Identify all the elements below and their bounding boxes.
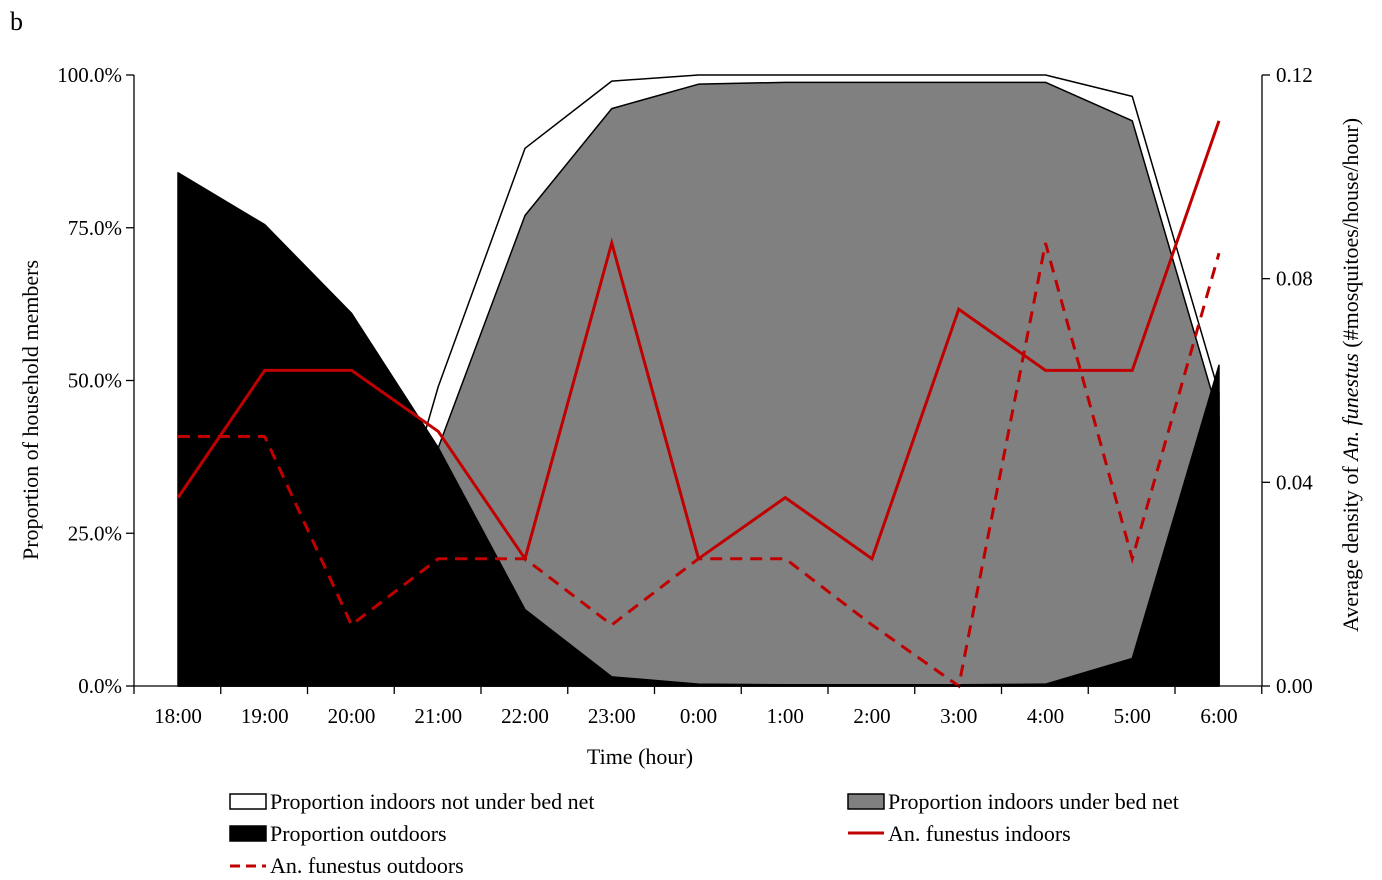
y2-axis-title-species: An. funestus <box>1338 353 1363 463</box>
x-tick-label: 21:00 <box>414 704 462 728</box>
y-axis-title: Proportion of household members <box>18 260 43 560</box>
right-ticks: 0.00 0.04 0.08 0.12 <box>1262 63 1313 698</box>
y-tick-label: 25.0% <box>68 521 122 545</box>
x-tick-label: 22:00 <box>501 704 549 728</box>
legend-label-indoors-no-net: Proportion indoors not under bed net <box>270 789 594 814</box>
x-tick-label: 20:00 <box>328 704 376 728</box>
axes-layer: 0.0%25.0%50.0%75.0%100.0% 0.000.040.080.… <box>57 63 1313 728</box>
y-tick-label: 50.0% <box>68 369 122 393</box>
x-tick-label: 5:00 <box>1114 704 1151 728</box>
x-ticks: 18:00 19:00 20:00 21:00 22:00 23:00 0:00 1:00 2:… <box>133 686 1263 728</box>
panel-label: b <box>10 7 23 36</box>
x-axis-title: Time (hour) <box>587 744 693 769</box>
y2-tick-label: 0.04 <box>1276 470 1313 494</box>
x-tick-label: 3:00 <box>940 704 977 728</box>
x-tick-label: 2:00 <box>853 704 890 728</box>
y2-axis-title-suffix: (#mosquitoes/house/hour) <box>1338 118 1363 353</box>
x-tick-label: 18:00 <box>154 704 202 728</box>
line-layer <box>176 120 1221 689</box>
line-series-2 <box>178 242 1221 689</box>
y2-tick-label: 0.12 <box>1276 63 1313 87</box>
legend-label-funestus-outdoors: An. funestus outdoors <box>270 853 464 878</box>
area-layer <box>177 74 1220 687</box>
y-tick-label: 75.0% <box>68 216 122 240</box>
left-ticks: 0.0% 25.0% 50.0% 75.0% 100.0% <box>57 63 134 698</box>
legend-label-outdoors: Proportion outdoors <box>270 821 447 846</box>
x-tick-label: 1:00 <box>767 704 804 728</box>
y-tick-label: 0.0% <box>78 674 122 698</box>
x-tick-label: 23:00 <box>588 704 636 728</box>
legend-swatch-outdoors <box>229 825 267 842</box>
x-tick-label: 4:00 <box>1027 704 1064 728</box>
legend-swatch-indoors-no-net <box>229 793 267 810</box>
legend-swatch-indoors-net <box>847 793 885 810</box>
y2-tick-label: 0.00 <box>1276 674 1313 698</box>
x-tick-label: 6:00 <box>1200 704 1237 728</box>
y2-axis-title-prefix: Average density of <box>1338 461 1363 632</box>
legend: Proportion indoors not under bed net Pro… <box>229 789 1179 878</box>
x-tick-label: 0:00 <box>680 704 717 728</box>
y2-tick-label: 0.08 <box>1276 267 1313 291</box>
y-tick-label: 100.0% <box>57 63 122 87</box>
legend-label-indoors-net: Proportion indoors under bed net <box>888 789 1179 814</box>
y2-axis-title: Average density of An. funestus (#mosqui… <box>1338 118 1363 632</box>
legend-label-funestus-indoors: An. funestus indoors <box>888 821 1071 846</box>
x-tick-label: 19:00 <box>241 704 289 728</box>
